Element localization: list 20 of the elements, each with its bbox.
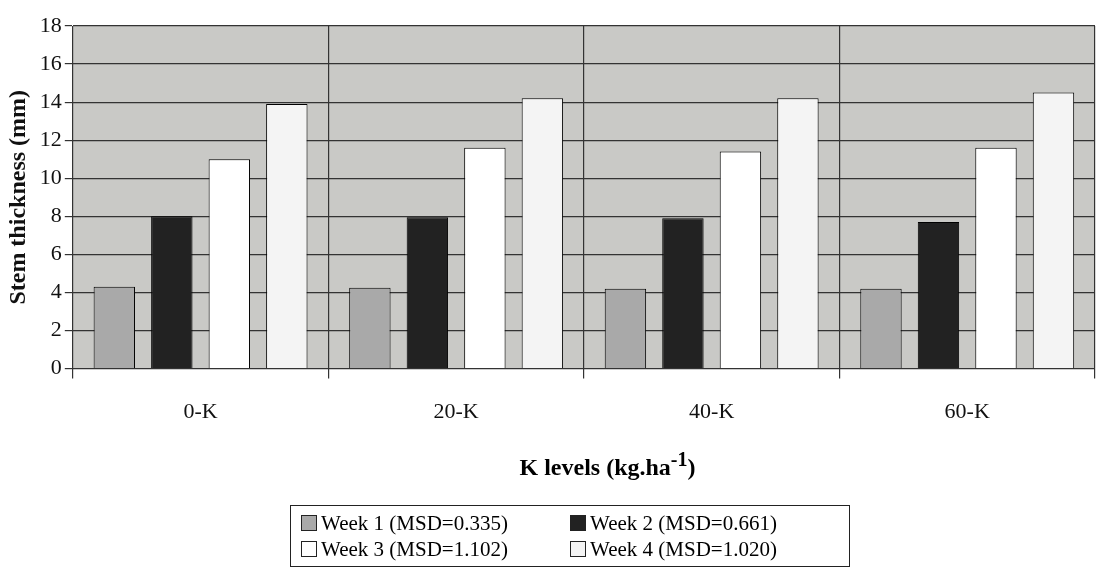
y-tick-label: 12 — [39, 125, 62, 151]
legend-label: Week 4 (MSD=1.020) — [590, 536, 777, 562]
y-axis-title: Stem thickness (mm) — [3, 89, 30, 305]
y-tick-label: 14 — [39, 87, 62, 113]
y-tick-label: 0 — [50, 354, 62, 380]
y-tick-label: 18 — [39, 11, 62, 37]
x-tick-label: 0-K — [183, 397, 218, 423]
legend-label: Week 3 (MSD=1.102) — [321, 536, 508, 562]
x-tick-label: 20-K — [433, 397, 479, 423]
legend-label: Week 1 (MSD=0.335) — [321, 510, 508, 536]
legend-label: Week 2 (MSD=0.661) — [590, 510, 777, 536]
y-tick-label: 6 — [50, 240, 62, 266]
y-tick-label: 10 — [39, 164, 62, 190]
y-tick-label: 16 — [39, 49, 62, 75]
y-tick-label: 4 — [50, 278, 62, 304]
x-tick-label: 40-K — [689, 397, 735, 423]
x-tick-label: 60-K — [944, 397, 990, 423]
x-axis-title: K levels (kg.ha$^{-1}$) — [518, 448, 697, 481]
y-tick-label: 2 — [50, 316, 62, 342]
y-tick-label: 8 — [50, 202, 62, 228]
